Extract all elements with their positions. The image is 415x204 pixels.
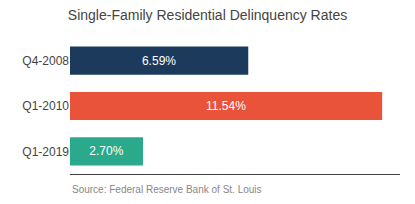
svg-text:6.59%: 6.59% [142, 54, 176, 68]
svg-text:Q1-2019: Q1-2019 [22, 145, 69, 159]
svg-text:Single-Family Residential Deli: Single-Family Residential Delinquency Ra… [68, 7, 347, 23]
svg-text:Source: Federal Reserve Bank o: Source: Federal Reserve Bank of St. Loui… [72, 184, 262, 195]
svg-text:11.54%: 11.54% [206, 99, 246, 113]
svg-text:Q4-2008: Q4-2008 [22, 54, 69, 68]
svg-text:2.70%: 2.70% [89, 144, 123, 158]
svg-text:Q1-2010: Q1-2010 [22, 99, 69, 113]
